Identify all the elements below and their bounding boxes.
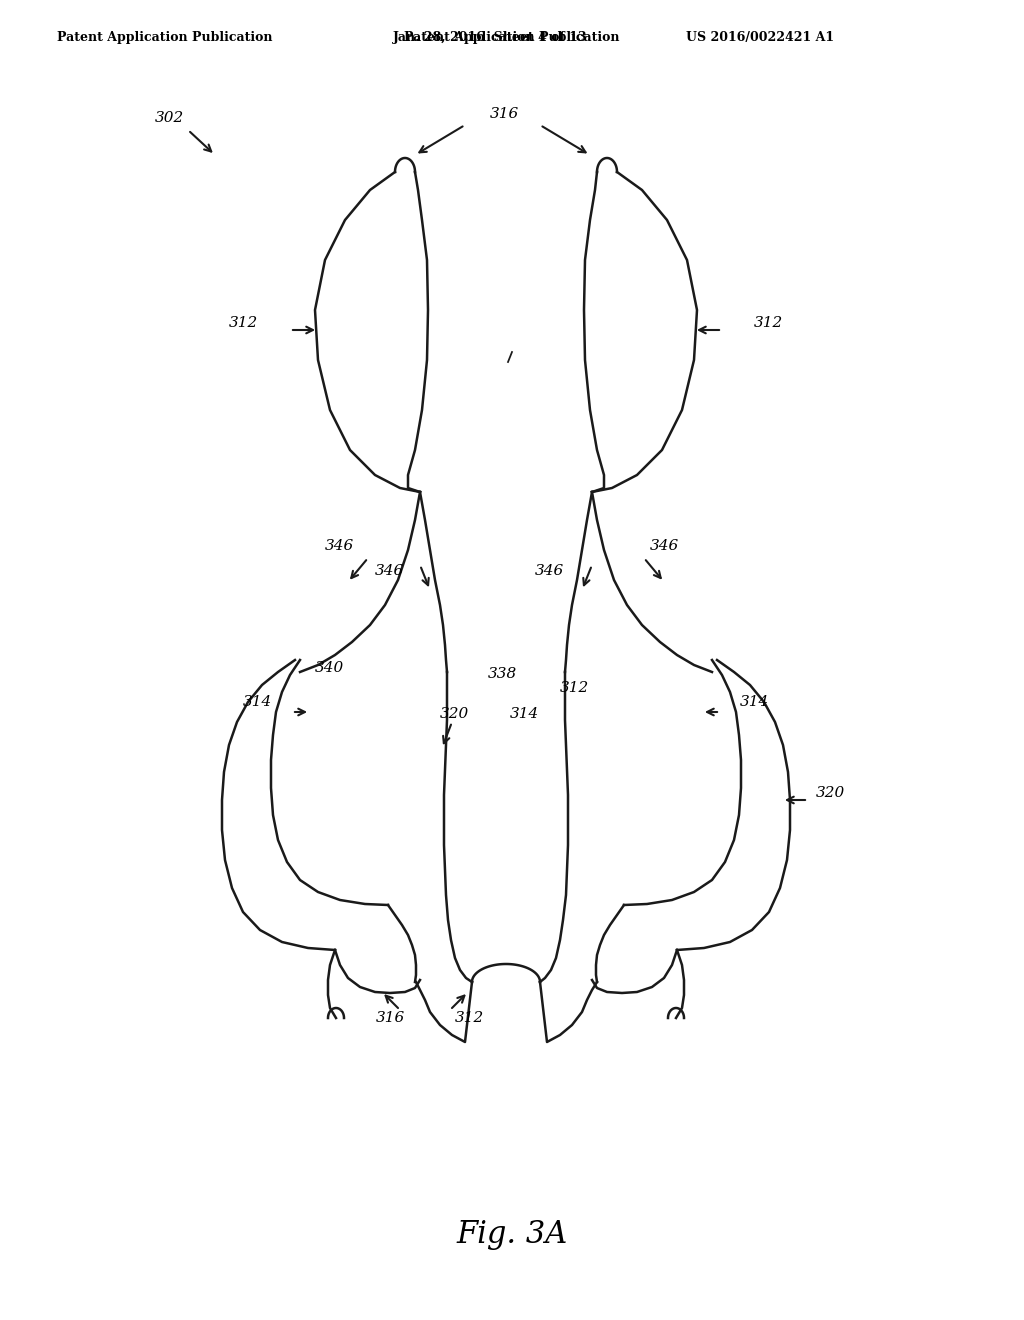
Text: Patent Application Publication: Patent Application Publication	[404, 30, 620, 44]
Text: 312: 312	[228, 315, 258, 330]
Text: 314: 314	[510, 708, 540, 721]
Text: 312: 312	[455, 1011, 484, 1026]
Text: US 2016/0022421 A1: US 2016/0022421 A1	[686, 30, 835, 44]
Text: 346: 346	[325, 539, 354, 553]
Text: 346: 346	[535, 564, 564, 578]
Text: 320: 320	[816, 785, 845, 800]
Text: 314: 314	[740, 696, 769, 709]
Text: 346: 346	[375, 564, 404, 578]
Text: 314: 314	[243, 696, 272, 709]
Text: 340: 340	[315, 661, 344, 675]
Text: Patent Application Publication: Patent Application Publication	[57, 30, 272, 44]
Text: 312: 312	[754, 315, 783, 330]
Text: 346: 346	[650, 539, 679, 553]
Text: 312: 312	[560, 681, 589, 696]
Text: 320: 320	[440, 708, 469, 721]
Text: 316: 316	[376, 1011, 406, 1026]
Text: Jan. 28, 2016  Sheet 4 of 13: Jan. 28, 2016 Sheet 4 of 13	[393, 30, 587, 44]
Text: 316: 316	[490, 107, 519, 121]
Text: 302: 302	[155, 111, 184, 125]
Text: Fig. 3A: Fig. 3A	[457, 1220, 567, 1250]
Text: 338: 338	[488, 667, 517, 681]
